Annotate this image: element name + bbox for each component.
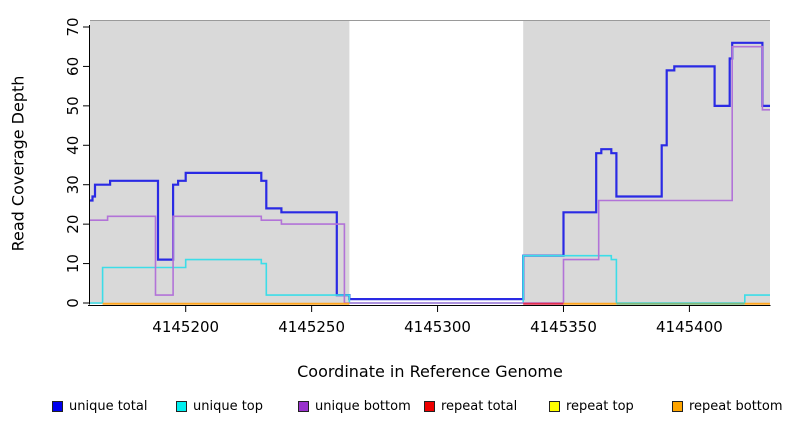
x-tick-label: 4145300 xyxy=(404,318,471,336)
legend-label: repeat top xyxy=(566,399,634,414)
legend-swatch-icon xyxy=(549,401,560,412)
y-tick-label: 30 xyxy=(64,175,82,194)
legend: unique total unique top unique bottom repea… xyxy=(0,398,792,420)
x-tick-label: 4145400 xyxy=(656,318,723,336)
x-tick-label: 4145200 xyxy=(152,318,219,336)
y-tick-label: 70 xyxy=(64,17,82,36)
legend-swatch-icon xyxy=(424,401,435,412)
legend-label: repeat total xyxy=(441,399,518,414)
y-tick-label: 40 xyxy=(64,136,82,155)
legend-label: unique total xyxy=(69,399,148,414)
legend-swatch-icon xyxy=(298,401,309,412)
legend-label: unique top xyxy=(193,399,264,414)
x-axis-title: Coordinate in Reference Genome xyxy=(297,362,563,381)
y-tick-label: 60 xyxy=(64,57,82,76)
series-line-unique-bottom xyxy=(90,45,770,304)
y-tick-label: 20 xyxy=(64,215,82,234)
legend-label: unique bottom xyxy=(315,399,411,414)
legend-swatch-icon xyxy=(672,401,683,412)
x-tick-label: 4145250 xyxy=(278,318,345,336)
x-tick-label: 4145350 xyxy=(530,318,597,336)
series-line-unique-top xyxy=(90,254,770,304)
legend-label: repeat bottom xyxy=(689,399,783,414)
shaded-region xyxy=(90,21,350,304)
legend-swatch-icon xyxy=(176,401,187,412)
legend-swatch-icon xyxy=(52,401,63,412)
y-tick-label: 50 xyxy=(64,96,82,115)
y-tick-label: 0 xyxy=(64,298,82,308)
y-tick-label: 10 xyxy=(64,254,82,273)
y-axis-title: Read Coverage Depth xyxy=(8,75,28,252)
